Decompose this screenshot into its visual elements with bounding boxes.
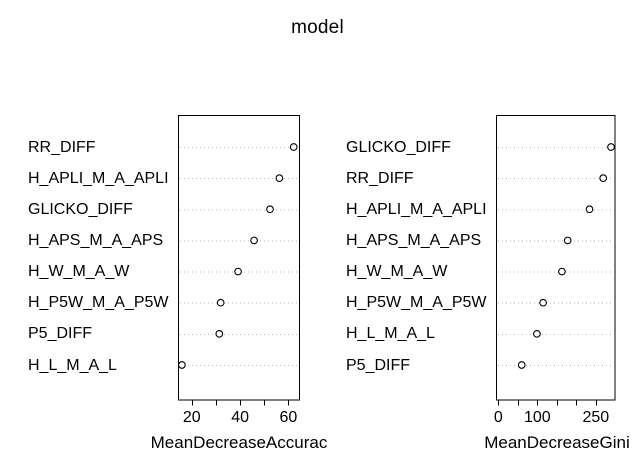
row-label: H_W_M_A_W [28, 263, 130, 281]
row-label: H_P5W_M_A_P5W [28, 294, 169, 312]
row-label: H_APLI_M_A_APLI [346, 200, 487, 218]
panel-gini [496, 115, 616, 406]
x-tick-label: 40 [231, 409, 249, 426]
plot-title: model [291, 17, 344, 38]
data-point [558, 267, 566, 276]
x-tick-label: 60 [279, 409, 298, 426]
row-label: H_APS_M_A_APS [28, 231, 164, 249]
plot-box [178, 115, 300, 401]
row-label: GLICKO_DIFF [346, 138, 451, 156]
data-point [585, 205, 594, 214]
row-label: GLICKO_DIFF [28, 200, 133, 218]
data-point [607, 143, 615, 151]
data-point [178, 361, 186, 369]
row-label: H_APLI_M_A_APLI [28, 169, 169, 187]
row-label: RR_DIFF [346, 169, 414, 187]
row-label: H_L_M_A_L [28, 356, 117, 374]
data-point [250, 236, 258, 245]
data-point [517, 361, 526, 369]
x-tick-label: 20 [182, 409, 201, 426]
row-label: H_P5W_M_A_P5W [346, 294, 487, 312]
data-point [533, 329, 541, 338]
row-label: P5_DIFF [346, 356, 411, 374]
x-axis-label-gini: MeanDecreaseGini [484, 433, 630, 452]
row-label: P5_DIFF [28, 325, 93, 343]
data-point [234, 267, 242, 276]
row-label: H_APS_M_A_APS [346, 231, 482, 249]
plot-box [496, 115, 616, 401]
data-point [266, 205, 274, 214]
data-point [289, 143, 298, 151]
x-tick-label: 0 [493, 409, 503, 426]
x-tick-label: 250 [582, 409, 610, 426]
data-point [539, 298, 547, 307]
data-point [599, 174, 608, 182]
row-label: H_W_M_A_W [346, 263, 448, 281]
panel-accuracy [178, 115, 300, 406]
data-point [216, 298, 225, 307]
data-point [563, 236, 572, 245]
data-point [275, 174, 284, 182]
x-axis-label-accuracy: MeanDecreaseAccurac [150, 433, 328, 452]
row-label: RR_DIFF [28, 138, 96, 156]
data-point [215, 329, 224, 338]
x-tick-label: 100 [523, 409, 551, 426]
row-label: H_L_M_A_L [346, 325, 435, 343]
